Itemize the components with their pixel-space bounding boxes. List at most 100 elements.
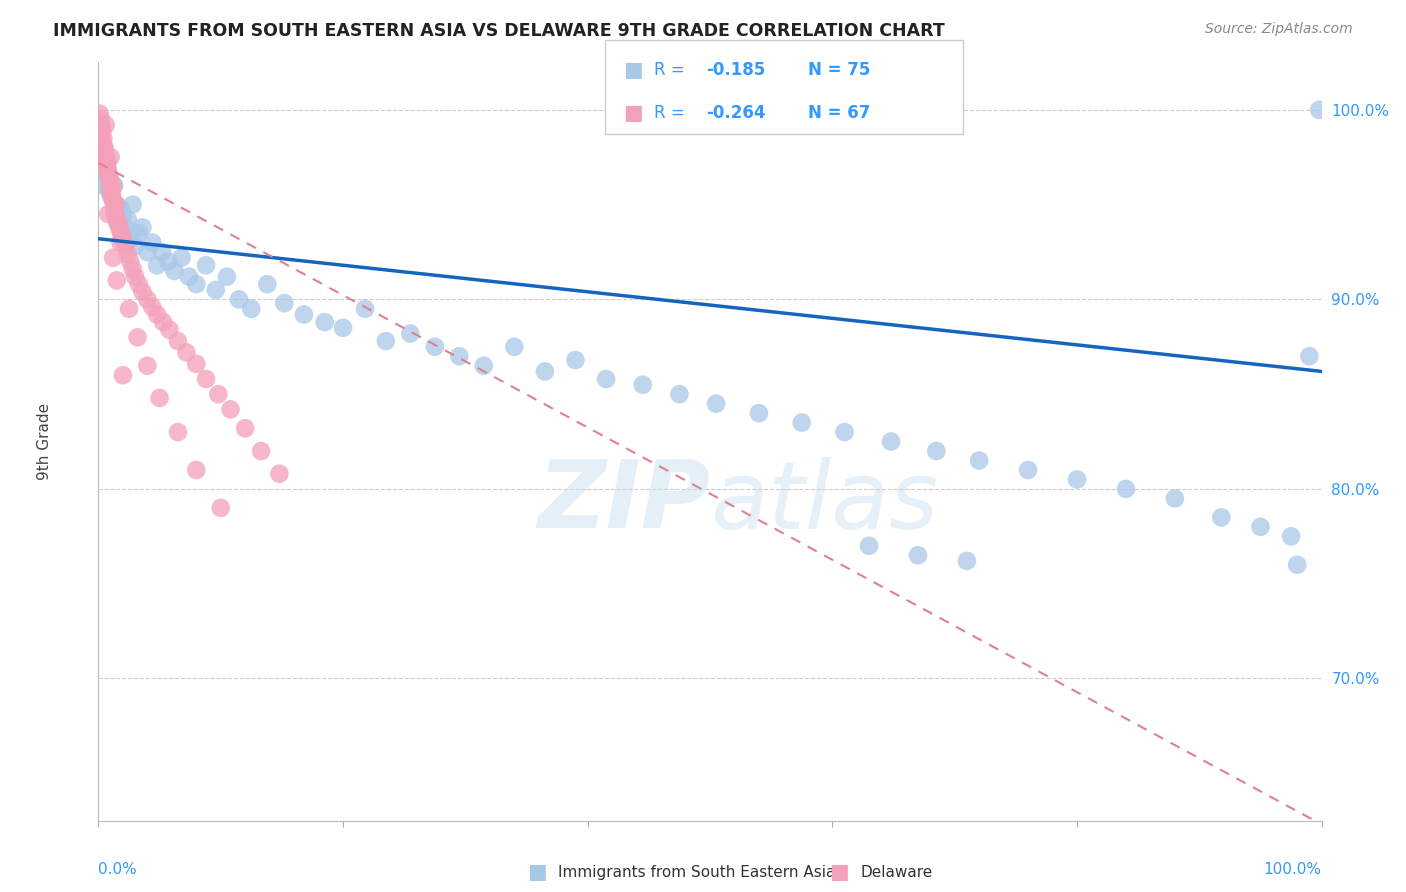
Text: Delaware: Delaware	[860, 865, 932, 880]
Point	[101, 186, 124, 201]
Point	[177, 269, 200, 284]
Point	[503, 340, 526, 354]
Point	[354, 301, 377, 316]
Point	[564, 353, 586, 368]
Point	[219, 402, 242, 417]
Point	[256, 277, 278, 292]
Point	[195, 258, 218, 272]
Point	[111, 368, 134, 383]
Point	[399, 326, 422, 341]
Point	[209, 500, 232, 515]
Point	[880, 434, 903, 449]
Point	[748, 406, 770, 420]
Point	[163, 264, 186, 278]
Point	[103, 178, 125, 193]
Point	[101, 194, 124, 208]
Point	[101, 251, 124, 265]
Point	[215, 269, 238, 284]
Point	[956, 554, 979, 568]
Text: Source: ZipAtlas.com: Source: ZipAtlas.com	[1205, 22, 1353, 37]
Point	[90, 160, 112, 174]
Point	[292, 308, 315, 322]
Point	[1211, 510, 1233, 524]
Point	[704, 396, 727, 410]
Point	[118, 301, 141, 316]
Point	[1298, 349, 1320, 363]
Point	[858, 539, 880, 553]
Point	[90, 112, 112, 127]
Point	[94, 163, 117, 178]
Point	[111, 232, 134, 246]
Point	[136, 359, 159, 373]
Point	[100, 150, 122, 164]
Point	[93, 145, 115, 159]
Point	[273, 296, 295, 310]
Point	[121, 262, 143, 277]
Point	[131, 220, 153, 235]
Point	[1066, 472, 1088, 486]
Point	[176, 345, 198, 359]
Point	[141, 300, 163, 314]
Point	[534, 364, 557, 378]
Text: -0.185: -0.185	[706, 61, 765, 78]
Point	[240, 301, 263, 316]
Text: ■: ■	[623, 60, 643, 79]
Point	[98, 171, 121, 186]
Text: 0.0%: 0.0%	[98, 863, 138, 878]
Point	[124, 269, 146, 284]
Point	[1164, 491, 1187, 506]
Point	[146, 258, 169, 272]
Point	[91, 136, 114, 151]
Point	[136, 244, 159, 259]
Point	[121, 197, 143, 211]
Point	[152, 315, 174, 329]
Point	[107, 217, 129, 231]
Point	[141, 235, 163, 250]
Text: R =: R =	[654, 61, 690, 78]
Point	[228, 293, 250, 307]
Point	[97, 182, 120, 196]
Point	[146, 308, 169, 322]
Point	[97, 167, 120, 181]
Text: N = 67: N = 67	[808, 104, 870, 122]
Point	[314, 315, 336, 329]
Point	[374, 334, 396, 348]
Point	[631, 377, 654, 392]
Point	[668, 387, 690, 401]
Point	[105, 212, 128, 227]
Point	[120, 254, 142, 268]
Text: ■: ■	[527, 863, 547, 882]
Point	[103, 205, 125, 219]
Text: ■: ■	[623, 103, 643, 123]
Point	[91, 150, 114, 164]
Point	[186, 357, 208, 371]
Point	[91, 167, 114, 181]
Point	[136, 293, 159, 307]
Point	[1308, 103, 1330, 117]
Point	[157, 254, 180, 268]
Point	[233, 421, 256, 435]
Point	[449, 349, 471, 363]
Point	[105, 197, 128, 211]
Text: ZIP: ZIP	[537, 456, 710, 549]
Point	[96, 156, 118, 170]
Point	[124, 239, 146, 253]
Text: N = 75: N = 75	[808, 61, 870, 78]
Text: -0.264: -0.264	[706, 104, 765, 122]
Text: IMMIGRANTS FROM SOUTH EASTERN ASIA VS DELAWARE 9TH GRADE CORRELATION CHART: IMMIGRANTS FROM SOUTH EASTERN ASIA VS DE…	[53, 22, 945, 40]
Text: 100.0%: 100.0%	[1264, 863, 1322, 878]
Text: Immigrants from South Eastern Asia: Immigrants from South Eastern Asia	[558, 865, 835, 880]
Text: ■: ■	[830, 863, 849, 882]
Point	[91, 126, 114, 140]
Point	[111, 207, 134, 221]
Point	[167, 334, 190, 348]
Text: atlas: atlas	[710, 457, 938, 548]
Point	[94, 160, 117, 174]
Point	[89, 145, 111, 159]
Point	[195, 372, 218, 386]
Point	[117, 247, 139, 261]
Point	[128, 226, 150, 240]
Point	[128, 277, 150, 292]
Point	[91, 121, 114, 136]
Point	[907, 548, 929, 563]
